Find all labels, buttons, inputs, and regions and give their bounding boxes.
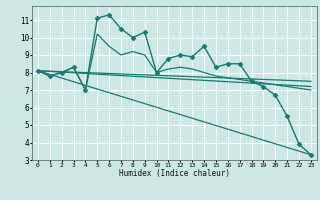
X-axis label: Humidex (Indice chaleur): Humidex (Indice chaleur)	[119, 169, 230, 178]
